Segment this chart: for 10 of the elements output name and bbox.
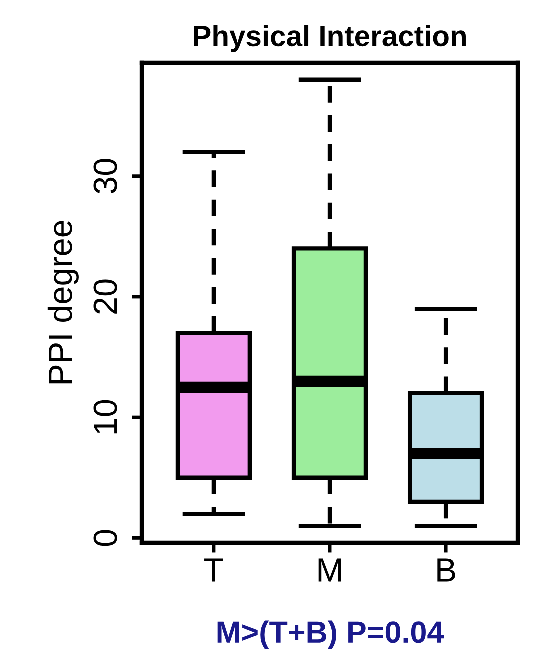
y-tick-label: 10 [94,400,118,434]
y-tick-label: 0 [94,530,118,546]
x-tick-label: M [318,558,342,582]
text: M>(T+B) P=0.04 [218,620,444,650]
x-tick-label: B [438,558,456,582]
y-tick-label: 20 [94,280,118,314]
y-tick-label: 30 [94,159,118,194]
x-tick-label: T [204,558,224,582]
chart-title: Physical Interaction [194,25,466,52]
y-axis-title: PPI degree [48,221,79,384]
